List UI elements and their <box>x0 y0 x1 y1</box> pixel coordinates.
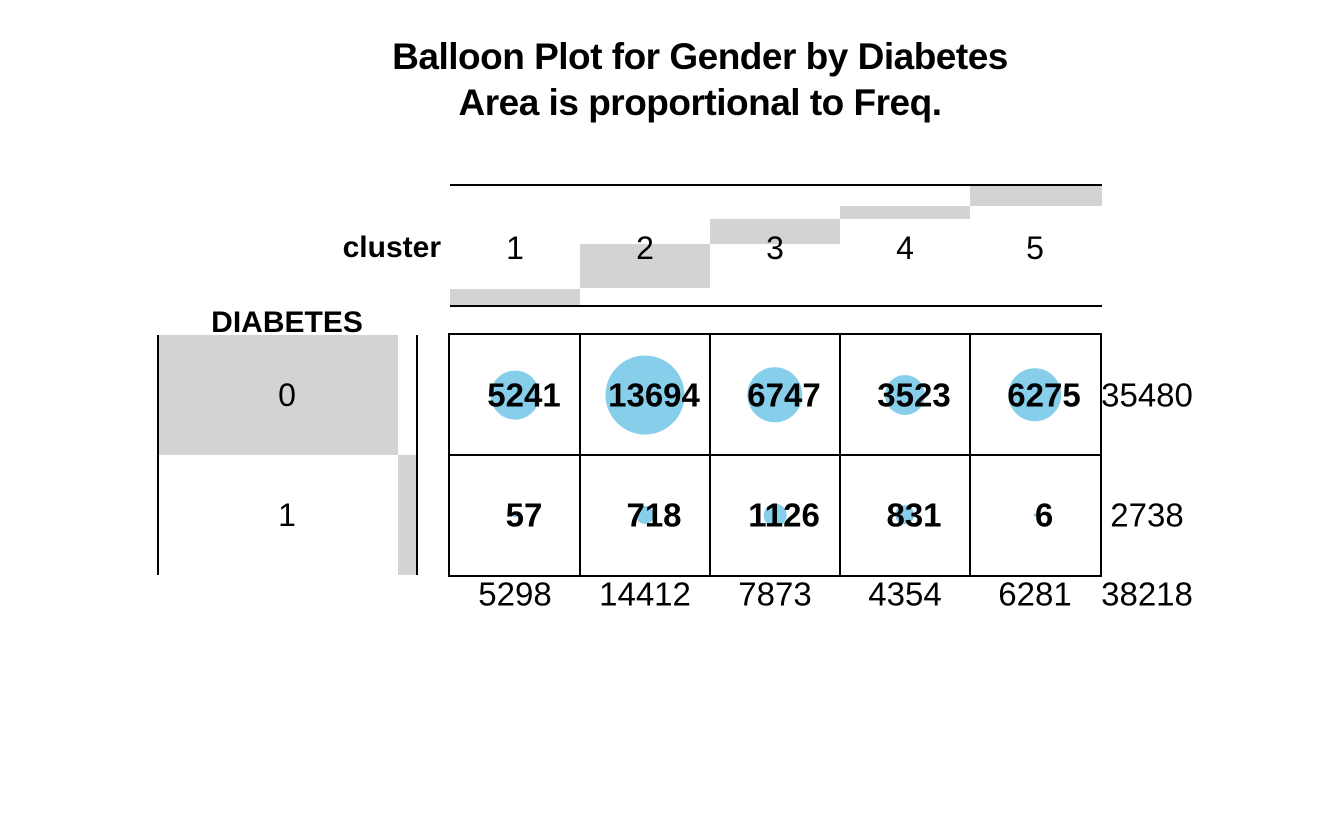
column-tick-label: 4 <box>896 230 914 266</box>
column-total: 5298 <box>478 575 552 613</box>
row-tick-label: 0 <box>278 377 296 413</box>
balloon <box>605 355 685 435</box>
plot-title-block: Balloon Plot for Gender by Diabetes Area… <box>350 38 1050 121</box>
row-axis-label: DIABETES <box>211 306 363 339</box>
column-total: 7873 <box>738 575 812 613</box>
column-total: 6281 <box>998 575 1072 613</box>
row-margin-bar <box>397 455 416 575</box>
row-box-left-rule <box>157 335 159 575</box>
plot-subtitle: Area is proportional to Freq. <box>458 82 943 123</box>
column-margin-bar <box>970 186 1102 206</box>
balloon <box>884 374 926 416</box>
cell-value: 3523 <box>877 376 951 414</box>
column-total: 4354 <box>868 575 942 613</box>
cell-value: 57 <box>505 496 543 534</box>
cell-value: 6275 <box>1007 376 1081 414</box>
column-margin-bar <box>450 288 580 305</box>
balloon <box>512 512 518 518</box>
column-margin-bar <box>840 205 970 220</box>
grand-total: 38218 <box>1101 575 1193 613</box>
balloon <box>1008 368 1062 422</box>
column-total: 14412 <box>599 575 691 613</box>
column-tick-label: 5 <box>1026 230 1044 266</box>
row-total: 35480 <box>1101 376 1193 414</box>
balloon <box>1033 513 1037 517</box>
column-tick-label: 3 <box>766 230 784 266</box>
cell-value: 718 <box>626 496 682 534</box>
row-box-right-rule <box>416 335 418 575</box>
column-axis-label: cluster <box>342 231 441 264</box>
column-tick-label: 1 <box>506 230 524 266</box>
cell-value: 6747 <box>747 376 821 414</box>
row-total: 2738 <box>1110 496 1184 534</box>
balloon <box>635 505 655 525</box>
column-margin-bar <box>580 243 710 289</box>
column-tick-label: 2 <box>636 230 654 266</box>
row-tick-label: 1 <box>278 497 296 533</box>
cell-value: 6 <box>1034 496 1054 534</box>
plot-title: Balloon Plot for Gender by Diabetes <box>392 36 1008 77</box>
balloon <box>747 367 803 423</box>
cell-value: 5241 <box>487 376 561 414</box>
column-margin-bar <box>710 219 840 244</box>
row-margin-bar <box>159 335 398 455</box>
balloon <box>763 503 787 527</box>
grid-outline <box>448 333 1102 577</box>
cell-value: 831 <box>886 496 942 534</box>
header-rule-top <box>450 184 1102 186</box>
balloon <box>895 505 915 525</box>
balloon <box>490 370 540 420</box>
grid-row-divider <box>450 454 1100 456</box>
cell-value: 1126 <box>748 496 820 534</box>
header-rule-bottom <box>450 305 1102 307</box>
cell-value: 13694 <box>608 376 700 414</box>
